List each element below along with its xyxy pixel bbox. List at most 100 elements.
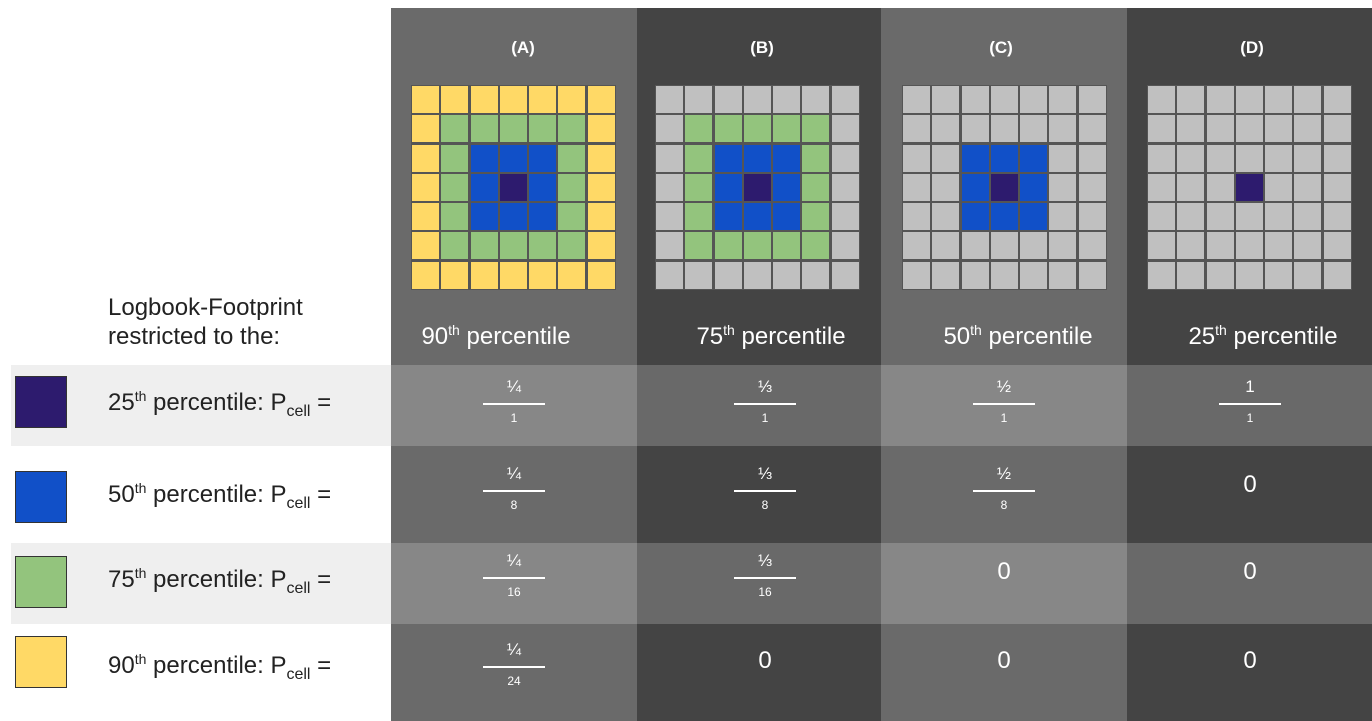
- fraction-bar: [973, 490, 1035, 492]
- column-header-b: (B): [750, 38, 774, 57]
- fraction-denominator: 8: [761, 497, 769, 512]
- fraction-bar: [734, 403, 796, 405]
- grid-cell: [1265, 203, 1293, 231]
- fraction-denominator: 16: [507, 584, 521, 599]
- grid-cell: [441, 203, 469, 231]
- grid-cell: [961, 115, 989, 143]
- grid-cell: [802, 86, 830, 113]
- grid-cell: [412, 144, 439, 172]
- pcell-value: 0: [964, 646, 1044, 676]
- grid-cell: [587, 115, 615, 143]
- fraction-bar: [483, 403, 545, 405]
- grid-cell: [470, 261, 498, 289]
- percentile-label-d: 25th percentile: [1188, 322, 1338, 350]
- grid-cell: [412, 173, 439, 201]
- grid-cell: [990, 144, 1018, 172]
- grid-cell: [656, 86, 683, 113]
- grid-cell: [1049, 232, 1077, 260]
- grid-cell: [1148, 144, 1175, 172]
- grid-cell: [714, 173, 742, 201]
- grid-cell: [1049, 203, 1077, 231]
- grid-cell: [1235, 173, 1263, 201]
- grid-cell: [831, 261, 859, 289]
- grid-cell: [470, 173, 498, 201]
- grid-cell: [441, 115, 469, 143]
- fraction-denominator: 24: [507, 673, 521, 688]
- grid-cell: [441, 232, 469, 260]
- grid-cell: [685, 203, 713, 231]
- grid-cell: [961, 203, 989, 231]
- grid-cell: [1148, 86, 1175, 113]
- grid-cell: [529, 144, 557, 172]
- grid-cell: [1235, 203, 1263, 231]
- grid-cell: [558, 86, 586, 113]
- grid-cell: [714, 86, 742, 113]
- grid-cell: [499, 232, 527, 260]
- grid-cell: [685, 173, 713, 201]
- grid-cell: [499, 144, 527, 172]
- grid-cell: [656, 144, 683, 172]
- grid-cell: [773, 232, 801, 260]
- percentile-label-b: 75th percentile: [696, 322, 846, 350]
- grid-cell: [1265, 115, 1293, 143]
- grid-cell: [412, 203, 439, 231]
- grid-cell: [529, 115, 557, 143]
- footprint-grid-b: [655, 85, 860, 290]
- grid-cell: [587, 173, 615, 201]
- grid-cell: [529, 173, 557, 201]
- grid-cell: [990, 261, 1018, 289]
- grid-cell: [470, 115, 498, 143]
- fraction-numerator: ¼: [506, 464, 522, 483]
- grid-cell: [831, 203, 859, 231]
- grid-cell: [1206, 261, 1234, 289]
- grid-cell: [685, 261, 713, 289]
- fraction-denominator: 8: [1000, 497, 1008, 512]
- grid-cell: [1206, 173, 1234, 201]
- grid-cell: [1206, 203, 1234, 231]
- grid-cell: [1049, 115, 1077, 143]
- swatch-75th: [15, 556, 67, 608]
- grid-cell: [1020, 203, 1048, 231]
- legend-label-75th: 75th percentile: Pcell =: [108, 565, 332, 597]
- grid-cell: [1323, 232, 1351, 260]
- grid-cell: [1078, 232, 1106, 260]
- grid-cell: [499, 86, 527, 113]
- legend-label-50th: 50th percentile: Pcell =: [108, 480, 332, 512]
- pcell-value: 0: [1210, 557, 1290, 587]
- fraction-numerator: ⅓: [757, 464, 773, 483]
- grid-cell: [1294, 232, 1322, 260]
- grid-cell: [903, 115, 930, 143]
- grid-cell: [802, 115, 830, 143]
- grid-cell: [1049, 261, 1077, 289]
- grid-cell: [470, 232, 498, 260]
- grid-cell: [802, 261, 830, 289]
- grid-cell: [903, 144, 930, 172]
- grid-cell: [685, 86, 713, 113]
- grid-cell: [1294, 173, 1322, 201]
- fraction-numerator: 1: [1245, 377, 1255, 396]
- grid-cell: [685, 144, 713, 172]
- legend-band-1: [11, 365, 391, 446]
- grid-cell: [743, 261, 771, 289]
- grid-cell: [990, 173, 1018, 201]
- grid-cell: [656, 173, 683, 201]
- grid-cell: [743, 232, 771, 260]
- fraction-numerator: ¼: [506, 377, 522, 396]
- grid-cell: [1294, 203, 1322, 231]
- swatch-50th: [15, 471, 67, 523]
- grid-cell: [903, 261, 930, 289]
- grid-cell: [685, 232, 713, 260]
- grid-cell: [1323, 144, 1351, 172]
- grid-cell: [470, 144, 498, 172]
- grid-cell: [773, 173, 801, 201]
- fraction-denominator: 1: [1246, 410, 1254, 425]
- fraction-numerator: ¼: [506, 551, 522, 570]
- grid-cell: [773, 115, 801, 143]
- grid-cell: [932, 261, 960, 289]
- pcell-value: ¼ 24: [474, 640, 554, 689]
- grid-cell: [1148, 203, 1175, 231]
- grid-cell: [441, 261, 469, 289]
- grid-cell: [412, 86, 439, 113]
